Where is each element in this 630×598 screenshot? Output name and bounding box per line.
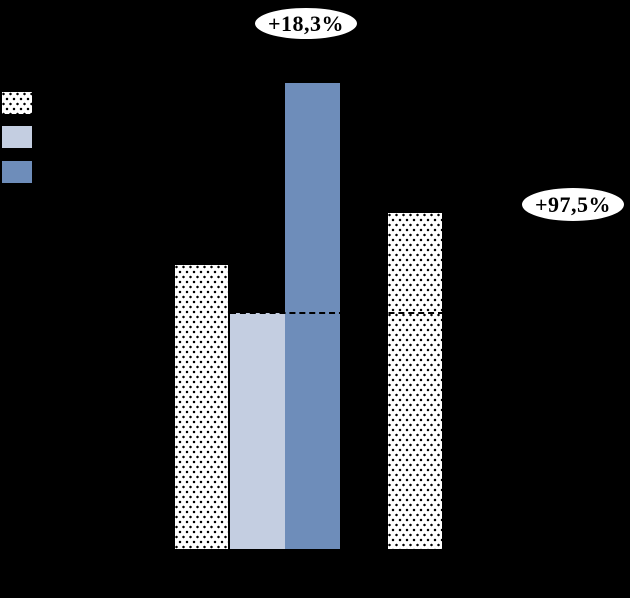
legend <box>2 92 42 195</box>
annotation-ellipse-right: +97,5% <box>520 186 626 223</box>
annotation-top-label: +18,3% <box>267 10 345 36</box>
legend-swatch-3 <box>2 161 32 183</box>
legend-swatch-1 <box>2 92 32 114</box>
bar-1 <box>175 265 228 549</box>
plot-area <box>175 83 442 549</box>
reference-dashed-line <box>230 312 444 314</box>
annotation-right-label: +97,5% <box>534 191 612 217</box>
legend-swatch-2 <box>2 126 32 148</box>
bar-3 <box>285 83 340 549</box>
bar-4 <box>388 213 442 549</box>
annotation-ellipse-top: +18,3% <box>253 6 359 41</box>
bar-2 <box>230 313 285 549</box>
